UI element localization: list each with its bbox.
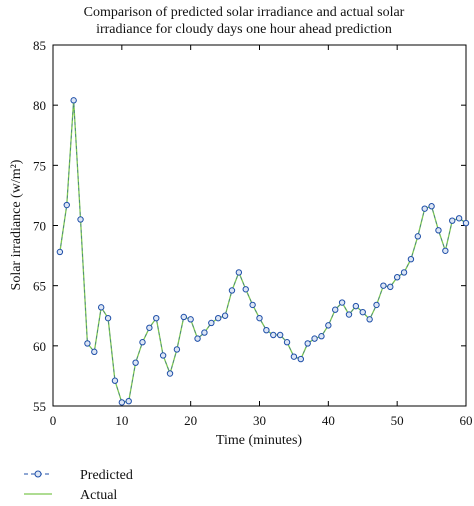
data-point-predicted [173,346,181,353]
y-tick-label: 75 [33,158,46,173]
data-point-predicted [180,313,187,321]
data-point-predicted [345,311,353,318]
data-point-predicted [166,370,174,377]
y-tick-label: 70 [33,219,46,234]
x-tick-label: 40 [322,413,335,428]
data-point-predicted [194,335,201,342]
data-point-predicted [132,359,139,366]
data-point-predicted [270,331,277,339]
series-actual [59,100,467,404]
data-point-predicted [428,203,435,210]
data-point-predicted [373,301,380,309]
data-point-predicted [77,216,84,223]
x-tick-label: 50 [391,413,404,428]
data-point-predicted [118,399,126,406]
data-point-predicted [97,304,105,311]
data-point-predicted [201,329,208,336]
data-point-predicted [414,233,422,240]
series-predicted [56,97,470,406]
data-point-predicted [235,269,243,276]
data-point-predicted [56,248,64,256]
x-tick-label: 0 [50,413,57,428]
y-tick-label: 55 [33,399,46,414]
data-point-predicted [325,322,332,329]
data-point-predicted [359,308,366,316]
data-point-predicted [256,314,263,322]
data-point-predicted [435,227,442,234]
legend-predicted-marker [34,470,42,478]
data-point-predicted [400,269,408,276]
data-point-predicted [338,299,346,306]
data-point-predicted [263,326,270,334]
axis-ticks: 0 10 20 30 40 50 60 55 60 65 70 75 80 85 [33,38,473,428]
series-line-predicted [59,100,467,403]
data-point-predicted [318,333,325,340]
data-point-predicted [449,217,456,224]
data-point-predicted [407,255,415,263]
data-point-predicted [215,314,222,322]
data-point-predicted [442,247,449,254]
data-point-predicted [455,215,463,222]
x-tick-label: 20 [184,413,197,428]
data-point-predicted [111,377,119,384]
x-tick-label: 10 [115,413,128,428]
chart-title-line-2: irradiance for cloudy days one hour ahea… [96,22,392,37]
data-point-predicted [159,352,167,359]
data-point-predicted [153,314,160,322]
data-point-predicted [187,316,194,323]
y-tick-label: 80 [33,98,46,113]
data-point-predicted [366,316,373,323]
data-point-predicted [104,314,112,322]
data-point-predicted [290,353,298,360]
data-point-predicted [221,312,229,319]
y-tick-label: 65 [33,279,46,294]
series-line-actual [59,100,467,404]
x-axis-label: Time (minutes) [216,433,303,448]
data-point-predicted [421,205,428,212]
data-point-predicted [311,335,318,342]
x-tick-label: 30 [253,413,266,428]
data-point-predicted [297,355,304,363]
chart-title-line-1: Comparison of predicted solar irradiance… [84,5,405,20]
data-point-predicted [393,274,401,281]
data-point-predicted [146,324,153,331]
data-point-predicted [208,319,215,327]
data-point-predicted [91,348,98,356]
y-tick-label: 85 [33,38,46,53]
data-point-predicted [228,287,236,294]
plot-area-frame [52,44,467,407]
legend: Predicted Actual [24,468,133,503]
data-point-predicted [304,340,311,347]
data-point-predicted [125,397,132,405]
data-point-predicted [249,301,256,309]
legend-actual-label: Actual [80,488,117,503]
data-point-predicted [242,286,249,293]
data-point-predicted [332,306,339,313]
data-point-predicted [387,283,394,291]
legend-predicted-label: Predicted [80,468,133,483]
data-point-predicted [276,331,284,339]
data-point-predicted [70,97,77,104]
data-point-predicted [139,339,146,346]
y-axis-label: Solar irradiance (w/m²) [9,159,24,290]
data-point-predicted [352,302,360,310]
data-point-predicted [84,340,91,347]
data-point-predicted [462,219,470,227]
y-tick-label: 60 [33,339,46,354]
data-point-predicted [380,282,387,289]
data-point-predicted [283,339,291,346]
x-tick-label: 60 [460,413,473,428]
data-point-predicted [63,201,70,209]
